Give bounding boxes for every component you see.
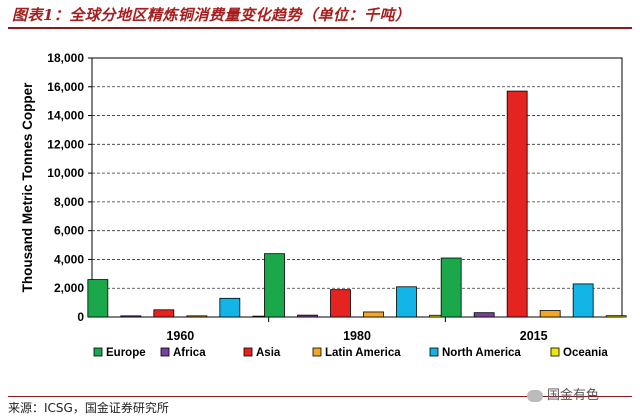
y-tick-label: 10,000: [47, 166, 84, 180]
legend-swatch: [429, 347, 439, 357]
x-category-label: 2015: [520, 329, 548, 343]
source-note: 来源：ICSG，国金证券研究所: [8, 401, 169, 415]
y-tick-label: 0: [77, 310, 84, 324]
legend-label: Latin America: [325, 347, 401, 359]
watermark: 国金有色: [527, 384, 599, 403]
watermark-text: 国金有色: [547, 388, 600, 403]
bar-africa: [120, 315, 142, 318]
bottom-rule: [8, 396, 632, 397]
wechat-icon: [527, 389, 543, 402]
bar-africa: [473, 312, 495, 318]
legend-swatch: [243, 347, 253, 357]
bar-north-america: [396, 286, 417, 318]
bar-asia: [153, 309, 175, 318]
legend-label: North America: [442, 347, 521, 359]
legend-swatch: [93, 347, 103, 357]
bar-europe: [264, 253, 285, 318]
bar-oceania: [605, 315, 627, 318]
y-tick-label: 4,000: [54, 252, 84, 266]
bar-north-america: [572, 283, 594, 318]
bar-latin-america: [539, 310, 561, 318]
chart-title: 图表1：全球分地区精炼铜消费量变化趋势（单位：千吨）: [12, 6, 411, 24]
legend-swatch: [160, 347, 170, 357]
legend-label: Europe: [106, 347, 146, 359]
y-tick-label: 18,000: [47, 51, 84, 65]
bar-asia: [506, 90, 528, 318]
x-category-label: 1980: [343, 329, 371, 343]
bar-north-america: [219, 297, 241, 318]
legend-label: Oceania: [563, 347, 608, 359]
legend-swatch: [550, 347, 560, 357]
title-rule: [8, 27, 632, 29]
y-tick-label: 8,000: [54, 195, 84, 209]
y-axis-label: Thousand Metric Tonnes Copper: [20, 82, 35, 293]
y-tick-label: 2,000: [54, 281, 84, 295]
bar-latin-america: [363, 311, 384, 318]
y-tick-label: 6,000: [54, 224, 84, 238]
legend-swatch: [312, 347, 322, 357]
title-bar: 图表1：全球分地区精炼铜消费量变化趋势（单位：千吨）: [0, 0, 640, 29]
bar-asia: [330, 289, 351, 318]
y-tick-label: 16,000: [47, 80, 84, 94]
x-category-label: 1960: [166, 329, 194, 343]
bar-latin-america: [186, 315, 208, 318]
y-tick-label: 12,000: [47, 137, 84, 151]
legend-label: Asia: [256, 347, 281, 359]
bar-europe: [440, 257, 462, 318]
y-tick-label: 14,000: [47, 109, 84, 123]
plot-area: [91, 57, 623, 318]
legend-label: Africa: [173, 347, 206, 359]
bar-europe: [87, 279, 109, 318]
bar-africa: [297, 314, 318, 318]
